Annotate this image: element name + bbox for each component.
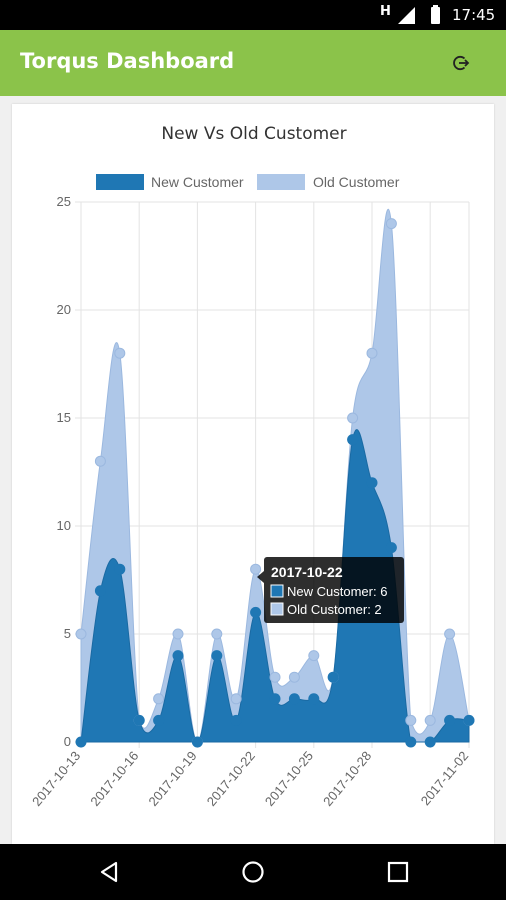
x-tick-label: 2017-10-13 (29, 748, 83, 809)
tooltip-title: 2017-10-22 (271, 564, 343, 580)
point-new-customer[interactable] (347, 434, 359, 446)
point-new-customer[interactable] (94, 585, 106, 597)
tooltip-box (264, 557, 404, 623)
point-new-customer[interactable] (463, 714, 475, 726)
chart-card: New Vs Old Customer New Customer Old Cust… (12, 104, 494, 844)
legend-swatch (257, 174, 305, 190)
tooltip-swatch (270, 602, 284, 616)
point-new-customer[interactable] (269, 693, 281, 705)
point-new-customer[interactable] (288, 693, 300, 705)
cell-signal-icon (398, 7, 415, 24)
point-new-customer[interactable] (114, 563, 126, 575)
point-old-customer[interactable] (153, 693, 165, 705)
point-old-customer[interactable] (94, 455, 106, 467)
y-tick-label: 0 (64, 734, 71, 749)
point-new-customer[interactable] (133, 714, 145, 726)
point-new-customer[interactable] (405, 736, 417, 748)
home-icon[interactable] (239, 858, 267, 886)
customer-chart: New Vs Old Customer New Customer Old Cust… (29, 124, 475, 809)
x-tick-label: 2017-10-22 (204, 748, 258, 809)
point-new-customer[interactable] (230, 714, 242, 726)
x-tick-label: 2017-10-28 (320, 748, 374, 809)
x-tick-label: 2017-11-02 (418, 748, 472, 808)
app-bar: Torqus Dashboard (0, 30, 506, 96)
logout-button[interactable] (446, 48, 476, 78)
point-old-customer[interactable] (172, 628, 184, 640)
y-tick-label: 5 (64, 626, 71, 641)
tooltip-swatch (270, 584, 284, 598)
tooltip-line: New Customer: 6 (287, 584, 387, 599)
chart-legend[interactable]: New Customer Old Customer (96, 174, 400, 190)
logout-icon (453, 55, 470, 71)
point-old-customer[interactable] (75, 628, 87, 640)
chart-title: New Vs Old Customer (161, 124, 346, 144)
point-new-customer[interactable] (444, 714, 456, 726)
point-new-customer[interactable] (424, 736, 436, 748)
back-icon[interactable] (95, 858, 123, 886)
recents-icon[interactable] (384, 858, 412, 886)
point-new-customer[interactable] (191, 736, 203, 748)
y-tick-label: 10 (57, 518, 71, 533)
legend-swatch (96, 174, 144, 190)
point-new-customer[interactable] (172, 650, 184, 662)
point-new-customer[interactable] (75, 736, 87, 748)
point-old-customer[interactable] (250, 563, 262, 575)
point-old-customer[interactable] (288, 671, 300, 683)
point-old-customer[interactable] (366, 347, 378, 359)
tooltip-line: Old Customer: 2 (287, 602, 382, 617)
y-axis-labels: 0 5 10 15 20 25 (57, 194, 71, 749)
y-tick-label: 25 (57, 194, 71, 209)
point-new-customer[interactable] (366, 477, 378, 489)
chart-tooltip: 2017-10-22 New Customer: 6 Old Customer: 2 (257, 557, 404, 623)
x-axis-labels: 2017-10-13 2017-10-16 2017-10-19 2017-10-22… (29, 748, 471, 809)
legend-label: New Customer (151, 174, 244, 190)
status-time: 17:45 (452, 6, 496, 24)
point-old-customer[interactable] (308, 650, 320, 662)
status-bar: H 17:45 (0, 0, 506, 30)
point-old-customer[interactable] (444, 628, 456, 640)
battery-icon (431, 5, 440, 24)
nav-bar (0, 844, 506, 900)
point-new-customer[interactable] (211, 650, 223, 662)
x-tick-label: 2017-10-16 (87, 748, 141, 809)
point-new-customer[interactable] (250, 606, 262, 618)
legend-label: Old Customer (313, 174, 400, 190)
point-old-customer[interactable] (405, 714, 417, 726)
tooltip-caret (257, 571, 264, 583)
chart-points[interactable] (75, 218, 475, 748)
point-new-customer[interactable] (308, 693, 320, 705)
point-new-customer[interactable] (385, 542, 397, 554)
point-old-customer[interactable] (114, 347, 126, 359)
y-tick-label: 20 (57, 302, 71, 317)
h-network-icon: H (380, 4, 391, 19)
point-old-customer[interactable] (424, 714, 436, 726)
point-new-customer[interactable] (153, 714, 165, 726)
x-tick-label: 2017-10-19 (145, 748, 199, 809)
point-old-customer[interactable] (347, 412, 359, 424)
x-tick-label: 2017-10-25 (262, 748, 316, 809)
app-title: Torqus Dashboard (20, 49, 235, 73)
point-old-customer[interactable] (211, 628, 223, 640)
point-old-customer[interactable] (269, 671, 281, 683)
point-old-customer[interactable] (385, 218, 397, 230)
point-old-customer[interactable] (230, 693, 242, 705)
point-new-customer[interactable] (327, 671, 339, 683)
y-tick-label: 15 (57, 410, 71, 425)
